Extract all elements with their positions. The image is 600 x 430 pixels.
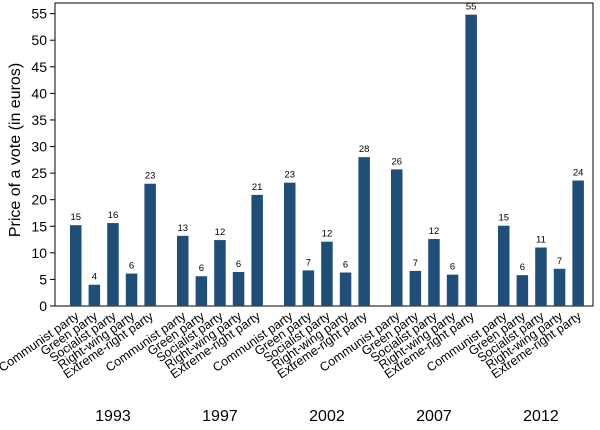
bar-1997-right-wing-party (232, 271, 245, 306)
year-label-2007: 2007 (416, 408, 452, 425)
bar-2012-socialist-party (535, 247, 547, 306)
bar-1997-socialist-party (214, 240, 226, 306)
bar-2012-green-party (516, 275, 529, 306)
data-label: 12 (322, 229, 333, 240)
data-labels: 15 4 16 6 23 13 6 12 6 21 23 7 12 6 28 26 7 12 6 55 15 6 11 7 24 (70, 2, 583, 283)
data-label: 7 (413, 258, 418, 269)
bar-1997-communist-party (177, 235, 189, 306)
data-label: 6 (129, 261, 134, 272)
data-label: 7 (306, 257, 311, 268)
data-label: 6 (343, 260, 348, 271)
data-label: 15 (70, 212, 81, 223)
data-label: 55 (466, 2, 477, 13)
data-label: 11 (536, 235, 546, 246)
bar-1993-extreme-right-party (144, 183, 156, 306)
data-label: 6 (450, 262, 455, 273)
data-label: 12 (215, 227, 226, 238)
bar-2012-extreme-right-party (572, 180, 584, 306)
bars (70, 14, 584, 307)
year-label-2012: 2012 (523, 408, 559, 425)
bar-2007-green-party (409, 270, 422, 306)
data-label: 23 (145, 171, 156, 182)
bar-2002-green-party (302, 270, 315, 306)
bar-2002-extreme-right-party (358, 157, 370, 306)
bar-2002-socialist-party (321, 241, 333, 306)
bar-2012-right-wing-party (553, 268, 566, 306)
y-tick-label: 15 (31, 218, 47, 234)
bar-2007-right-wing-party (446, 274, 459, 306)
y-tick-label: 0 (39, 298, 47, 314)
data-label: 23 (284, 170, 295, 181)
bar-2007-communist-party (391, 169, 403, 306)
y-tick-label: 55 (31, 6, 47, 22)
data-label: 13 (177, 223, 188, 234)
year-label-2002: 2002 (309, 408, 345, 425)
bar-1993-right-wing-party (125, 273, 138, 306)
y-tick-label: 10 (31, 245, 47, 261)
bar-2002-right-wing-party (339, 272, 352, 306)
y-tick-label: 40 (31, 85, 47, 101)
bar-1993-socialist-party (107, 223, 119, 306)
bar-1997-extreme-right-party (251, 194, 263, 306)
y-tick-label: 50 (31, 32, 47, 48)
data-label: 6 (199, 263, 204, 274)
data-label: 15 (498, 213, 509, 224)
x-group-labels: 1993 1997 2002 2007 2012 (95, 408, 559, 425)
data-label: 26 (391, 156, 402, 167)
data-label: 7 (557, 256, 562, 267)
y-tick-label: 35 (31, 112, 47, 128)
data-label: 12 (429, 226, 440, 237)
y-tick-label: 30 (31, 139, 47, 155)
y-axis: 0 5 10 15 20 25 30 35 40 45 50 55 (31, 6, 55, 314)
y-tick-label: 20 (31, 192, 47, 208)
data-label: 6 (520, 262, 525, 273)
bar-1993-green-party (88, 284, 101, 306)
bar-2007-socialist-party (428, 239, 440, 306)
data-label: 28 (359, 144, 370, 155)
year-label-1993: 1993 (95, 408, 131, 425)
bar-2002-communist-party (284, 182, 296, 306)
y-tick-label: 25 (31, 165, 47, 181)
bar-1997-green-party (195, 276, 208, 306)
y-axis-label: Price of a vote (in euros) (7, 63, 24, 237)
year-label-1997: 1997 (202, 408, 238, 425)
y-tick-label: 45 (31, 59, 47, 75)
bar-1993-communist-party (70, 225, 82, 306)
data-label: 4 (92, 272, 97, 283)
bar-2012-communist-party (498, 225, 510, 306)
data-label: 24 (573, 168, 584, 179)
data-label: 6 (236, 259, 241, 270)
y-tick-label: 5 (39, 271, 47, 287)
data-label: 21 (252, 182, 263, 193)
bar-2007-extreme-right-party (465, 14, 477, 307)
data-label: 16 (108, 210, 119, 221)
